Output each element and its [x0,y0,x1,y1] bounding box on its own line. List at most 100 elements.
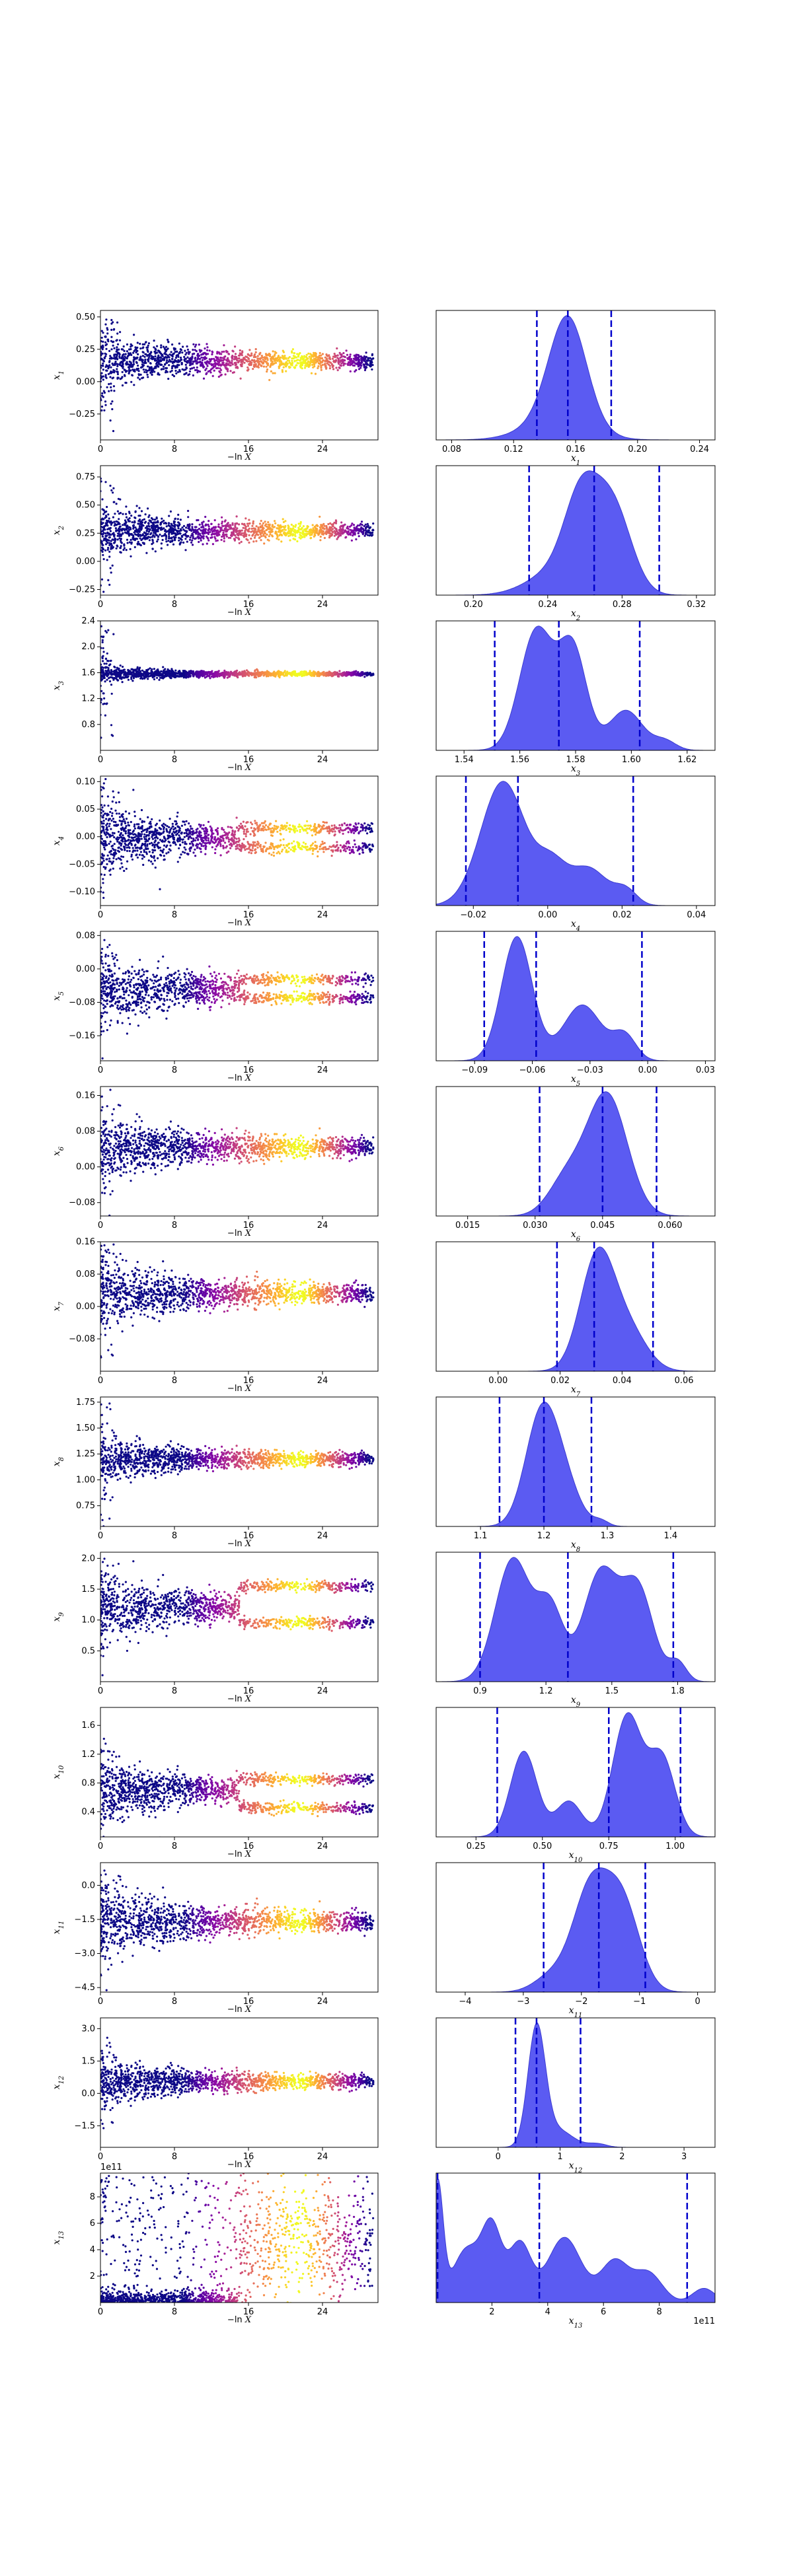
scatter-point [188,370,191,373]
scatter-point [196,369,198,371]
scatter-point [258,531,261,534]
scatter-point [371,364,374,367]
scatter-point [126,343,129,346]
scatter-point [119,539,122,542]
scatter-point [194,369,197,372]
x-tick-label: 0.24 [538,600,557,610]
scatter-point [280,540,283,543]
scatter-point [191,544,194,546]
scatter-point [172,536,175,538]
scatter-point [202,520,205,523]
scatter-point [157,673,159,676]
scatter-point [130,676,133,678]
scatter-point [200,353,203,356]
scatter-point [211,363,214,366]
scatter-point [104,365,107,369]
scatter-point [118,348,120,351]
scatter-point [279,531,282,534]
scatter-point [251,847,254,849]
scatter-point [221,522,223,525]
scatter-point [159,533,161,536]
scatter-point [103,525,106,528]
x-tick-label: 24 [317,755,328,765]
scatter-point [225,530,227,533]
y-tick-label: 0.00 [76,377,95,387]
scatter-point [317,534,320,536]
scatter-point [108,534,110,536]
scatter-ylabel: x3 [52,681,65,690]
scatter-point [202,528,205,531]
scatter-point [140,522,143,524]
scatter-point [143,518,145,520]
scatter-point [352,845,354,848]
scatter-point [325,532,328,534]
scatter-point [180,363,183,366]
scatter-point [168,359,171,361]
scatter-point [125,521,128,524]
scatter-point [130,534,133,536]
scatter-point [123,349,126,353]
scatter-point [125,363,128,366]
scatter-point [179,538,182,540]
scatter-point [158,678,161,681]
scatter-point [108,364,111,367]
scatter-point [215,363,218,365]
scatter-point [162,666,165,668]
scatter-point [353,358,356,361]
scatter-point [108,615,110,617]
scatter-point [282,838,285,841]
scatter-point [325,526,328,529]
x-tick-label: 16 [243,755,254,765]
scatter-point [128,512,131,515]
scatter-point [157,521,159,524]
scatter-point [118,352,120,355]
scatter-point [149,536,151,539]
scatter-point [137,370,140,373]
scatter-point [167,540,170,542]
scatter-point [263,542,266,545]
scatter-point [200,824,202,826]
scatter-point [271,524,274,526]
scatter-point [128,526,131,528]
scatter-point [198,523,201,526]
scatter-point [270,370,272,373]
scatter-point [122,524,124,526]
scatter-point [156,676,159,679]
scatter-point [234,523,237,526]
scatter-point [141,355,144,357]
scatter-point [206,349,209,351]
scatter-point [103,391,106,394]
scatter-point [120,551,122,554]
scatter-point [185,351,188,354]
scatter-point [276,357,278,359]
scatter-point [174,528,176,530]
scatter-point [192,343,195,345]
scatter-point [361,527,364,530]
scatter-point [178,364,180,367]
density-area [436,470,715,595]
scatter-point [160,352,163,355]
scatter-point [321,531,324,534]
scatter-point [350,672,354,674]
scatter-point [151,540,154,542]
scatter-point [229,536,232,539]
scatter-point [369,359,371,362]
scatter-point [160,346,163,349]
scatter-point [104,657,108,661]
scatter-point [121,681,124,684]
scatter-point [172,520,175,522]
scatter-point [265,523,268,526]
scatter-point [372,357,375,360]
scatter-point [309,670,311,672]
scatter-point [303,359,305,362]
scatter-point [285,361,287,364]
scatter-point [206,674,209,676]
scatter-point [305,353,308,356]
scatter-point [320,843,322,846]
scatter-point [185,372,188,375]
scatter-point [133,675,135,678]
scatter-point [100,666,103,668]
scatter-point [110,523,112,526]
scatter-point [213,536,216,538]
scatter-point [335,528,338,531]
